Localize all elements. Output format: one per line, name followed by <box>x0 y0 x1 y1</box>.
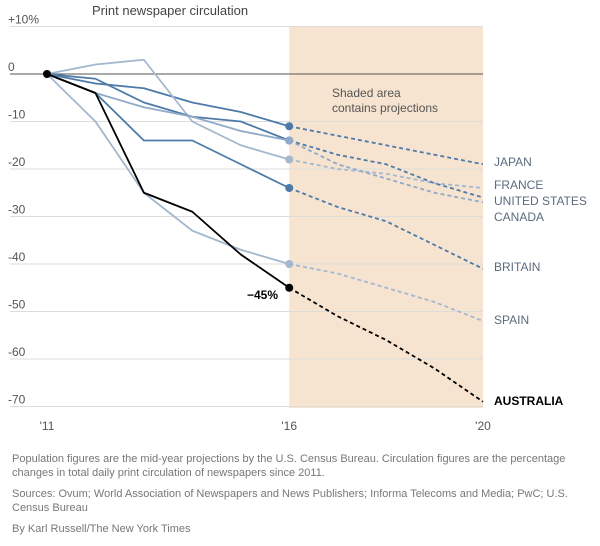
series-marker-2016 <box>285 136 294 145</box>
series-label: UNITED STATES <box>494 194 587 208</box>
y-tick-label: 0 <box>8 60 15 74</box>
x-tick-label: '11 <box>40 419 55 433</box>
series-labels: JAPAN FRANCE UNITED STATES CANADA BRITAIN SPA… <box>494 155 587 408</box>
series-line-france <box>46 58 290 161</box>
australia-callout-label: −45% <box>247 288 278 302</box>
series-label: JAPAN <box>494 155 532 169</box>
y-tick-label: -60 <box>8 345 26 359</box>
x-tick-label: '16 <box>281 419 297 433</box>
x-tick-label: '20 <box>475 419 491 433</box>
series-marker-2016 <box>285 155 294 164</box>
y-axis-ticks: +10% 0 -10 -20 -30 -40 -50 -60 -70 <box>8 13 39 407</box>
series-label: AUSTRALIA <box>494 394 564 408</box>
y-tick-label: -50 <box>8 298 26 312</box>
series-projection-canada <box>288 139 484 204</box>
sources-note: Sources: Ovum; World Association of News… <box>12 488 568 514</box>
series-projection-japan <box>289 125 484 166</box>
gridlines <box>10 26 483 407</box>
chart-notes: Population figures are the mid-year proj… <box>12 452 590 543</box>
series-line-australia <box>46 73 290 289</box>
series-label: FRANCE <box>494 178 543 192</box>
y-tick-label: -70 <box>8 393 26 407</box>
series-line-united-states <box>46 73 290 142</box>
series-line-canada <box>46 73 290 142</box>
series-projection-united-states <box>288 139 484 199</box>
series-marker-2016 <box>285 283 294 292</box>
circulation-chart: +10% 0 -10 -20 -30 -40 -50 -60 -70 '11 '16 '20 JAP… <box>8 3 587 433</box>
series-marker-2016 <box>285 260 294 268</box>
chart-title: Print newspaper circulation <box>92 3 248 18</box>
series-line-spain <box>46 73 290 265</box>
series-projection-france <box>289 158 484 189</box>
series-projection-spain <box>289 263 484 322</box>
series-projection-australia <box>288 286 484 403</box>
y-tick-label: -20 <box>8 155 26 169</box>
series-line-japan <box>46 73 290 128</box>
series-label: BRITAIN <box>494 260 540 274</box>
y-tick-label: -40 <box>8 250 26 264</box>
series-lines <box>43 58 484 403</box>
start-point-marker <box>43 70 51 78</box>
x-axis-ticks: '11 '16 '20 <box>40 419 492 433</box>
methodology-note: Population figures are the mid-year proj… <box>12 453 566 479</box>
y-tick-label: -10 <box>8 108 26 122</box>
shaded-area-label: Shaded area contains projections <box>332 86 438 115</box>
series-marker-2016 <box>285 184 294 192</box>
series-label: SPAIN <box>494 313 529 327</box>
byline: By Karl Russell/The New York Times <box>12 523 191 535</box>
series-label: CANADA <box>494 210 544 224</box>
y-tick-label: -30 <box>8 203 26 217</box>
series-marker-2016 <box>285 122 294 131</box>
y-tick-label: +10% <box>8 13 39 27</box>
